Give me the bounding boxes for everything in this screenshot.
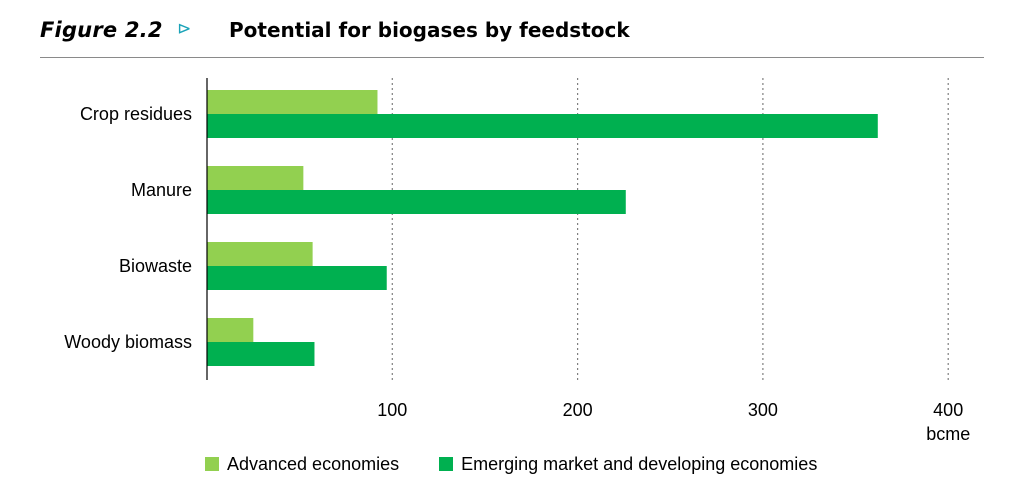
- figure-label: Figure 2.2: [40, 18, 163, 42]
- x-axis-unit-label: bcme: [926, 424, 970, 444]
- x-tick-label: 400: [933, 400, 963, 420]
- legend-item-emerging: Emerging market and developing economies: [439, 454, 817, 475]
- figure-header: Figure 2.2 ⊳ Potential for biogases by f…: [40, 8, 984, 48]
- chart-legend: Advanced economies Emerging market and d…: [205, 453, 857, 475]
- bar-advanced: [207, 242, 313, 266]
- x-tick-label: 200: [563, 400, 593, 420]
- bar-emerging: [207, 114, 878, 138]
- legend-swatch-advanced: [205, 457, 219, 471]
- bar-advanced: [207, 90, 378, 114]
- bar-emerging: [207, 266, 387, 290]
- y-category-label: Crop residues: [80, 104, 192, 124]
- bar-advanced: [207, 318, 254, 342]
- header-divider: [40, 57, 984, 58]
- legend-label-advanced: Advanced economies: [227, 453, 400, 474]
- bar-emerging: [207, 190, 626, 214]
- legend-item-advanced: Advanced economies: [205, 454, 399, 475]
- legend-swatch-emerging: [439, 457, 454, 471]
- y-category-label: Manure: [131, 180, 192, 200]
- bar-advanced: [207, 166, 304, 190]
- y-category-label: Biowaste: [119, 256, 192, 276]
- legend-label-emerging: Emerging market and developing economies: [461, 453, 818, 474]
- bar-emerging: [207, 342, 315, 366]
- x-tick-label: 100: [377, 400, 407, 420]
- figure-arrow-icon: ⊳: [177, 19, 192, 39]
- bar-chart: 100 200 300 400 bcme Crop residues Manure Biowa…: [64, 78, 970, 444]
- chart-title: Potential for biogases by feedstock: [229, 18, 630, 42]
- y-category-label: Woody biomass: [64, 332, 192, 352]
- x-tick-label: 300: [748, 400, 778, 420]
